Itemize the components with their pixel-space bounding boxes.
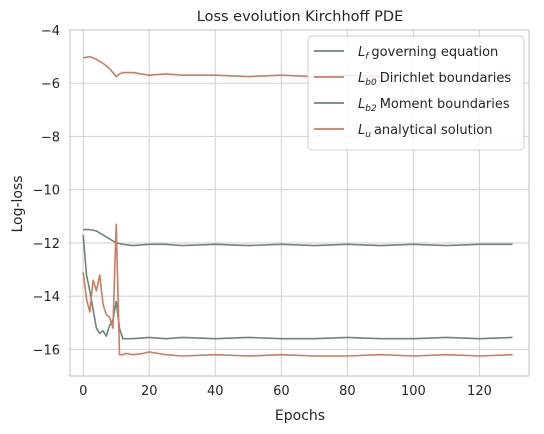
legend-symbol: L [358, 71, 365, 86]
y-tick-label: −16 [33, 343, 60, 358]
legend-series-name: governing equation [371, 45, 498, 60]
plot-frame [69, 29, 530, 377]
legend-entry-label: Lf governing equation [358, 45, 498, 62]
x-tick-label: 20 [141, 384, 158, 399]
y-tick-label: −8 [41, 130, 60, 145]
x-axis-label: Epochs [275, 408, 325, 424]
series-line-3 [82, 234, 513, 340]
legend-symbol: L [358, 45, 365, 60]
y-tick-label: −14 [33, 290, 60, 305]
legend-subscript: b0 [365, 78, 377, 88]
series-line-1 [83, 228, 513, 247]
legend-symbol: L [358, 123, 365, 138]
legend-series-name: analytical solution [374, 123, 493, 138]
series-line-4 [82, 223, 513, 357]
y-tick-label: −4 [41, 24, 60, 39]
legend-series-name: Dirichlet boundaries [380, 71, 512, 86]
chart-title: Loss evolution Kirchhoff PDE [197, 9, 403, 25]
y-tick-label: −12 [33, 237, 60, 252]
x-tick-label: 40 [207, 384, 224, 399]
x-tick-label: 60 [273, 384, 290, 399]
x-tick-label: 100 [401, 384, 426, 399]
legend-entry-label: Lb2 Moment boundaries [358, 97, 510, 114]
y-tick-label: −6 [41, 77, 60, 92]
legend-subscript: u [365, 130, 371, 140]
legend-entry-label: Lb0 Dirichlet boundaries [358, 71, 511, 88]
legend-box [307, 35, 525, 151]
x-tick-label: 80 [339, 384, 356, 399]
legend-series-name: Moment boundaries [380, 97, 510, 112]
x-tick-label: 0 [79, 384, 87, 399]
legend-entry-label: Lu analytical solution [358, 123, 493, 140]
y-axis-label: Log-loss [10, 175, 26, 232]
x-tick-label: 120 [467, 384, 492, 399]
y-tick-label: −10 [33, 184, 60, 199]
legend-subscript: b2 [365, 104, 377, 114]
legend-subscript: f [365, 52, 370, 62]
legend-symbol: L [358, 97, 365, 112]
